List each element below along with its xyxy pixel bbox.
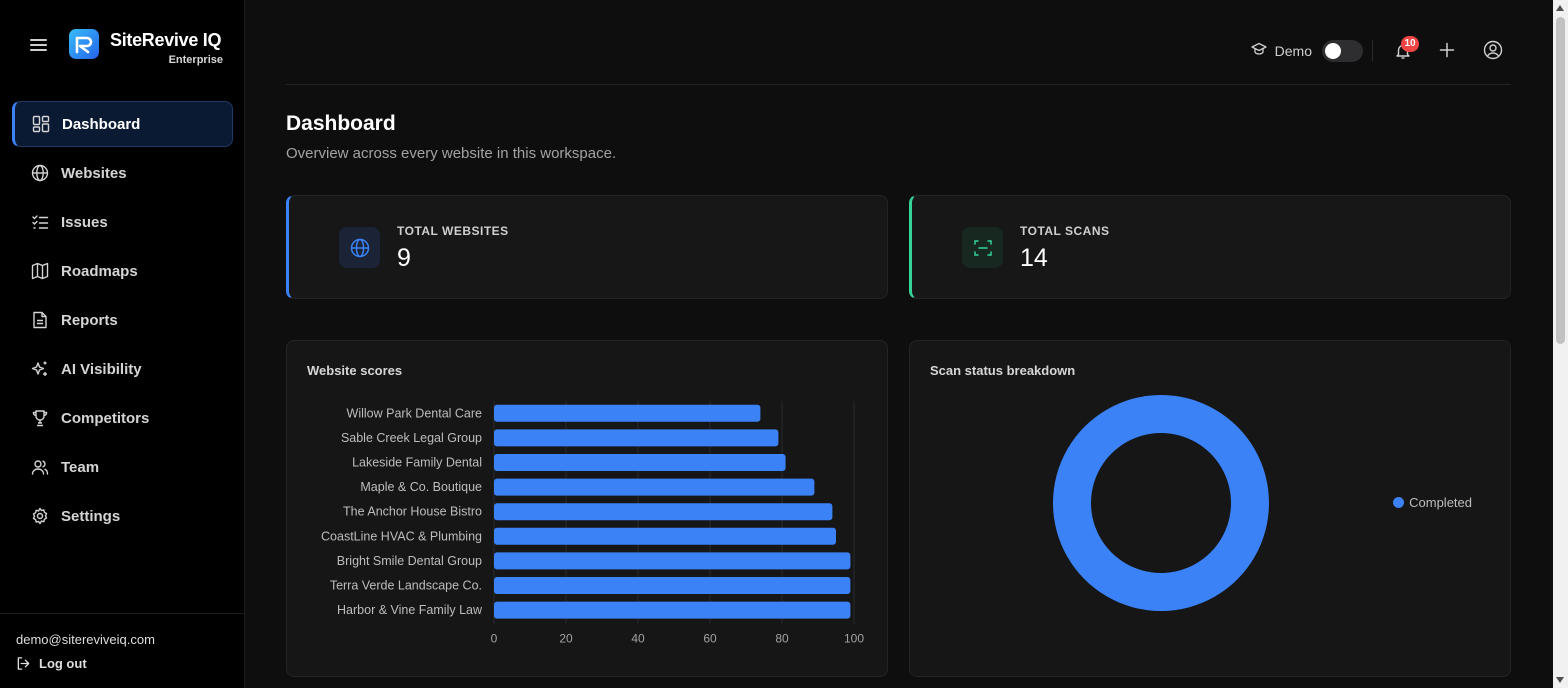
user-account-icon[interactable] [1483,40,1503,60]
legend-swatch [1393,497,1405,508]
sidebar-item-settings[interactable]: Settings [12,493,233,539]
sidebar-item-team[interactable]: Team [12,444,233,490]
stat-card-total-websites: TOTAL WEBSITES 9 [286,195,888,299]
add-icon[interactable] [1438,41,1456,59]
scan-status-chart [1052,395,1269,611]
demo-toggle[interactable] [1322,40,1363,62]
sidebar: SiteRevive IQ Enterprise Dashboard Websi… [0,0,245,688]
trophy-icon [31,409,49,427]
logout-button[interactable]: Log out [16,656,87,671]
brand-header: SiteRevive IQ Enterprise [0,0,245,90]
sidebar-footer: demo@sitereviveiq.com Log out [0,613,245,688]
sidebar-item-websites[interactable]: Websites [12,150,233,196]
x-tick-label: 20 [559,631,573,645]
topbar-divider [1372,40,1373,62]
menu-toggle-icon[interactable] [30,37,48,53]
main-content: Demo 10 Dashboard Overview across every … [245,0,1553,688]
bar [494,577,851,594]
topbar: Demo 10 [286,0,1511,85]
chart-legend: Completed [1393,495,1472,510]
bar [494,454,786,471]
bar [494,478,815,496]
scroll-up-arrow[interactable] [1556,5,1564,11]
scroll-thumb[interactable] [1556,17,1565,344]
page-subtitle: Overview across every website in this wo… [286,145,617,162]
website-scores-chart: 0 20 40 60 80 100 Willow Park Dental Care Sable… [321,401,864,645]
demo-label: Demo [1274,43,1312,59]
sidebar-nav: Dashboard Websites Issues Roadmaps Repor… [12,101,233,542]
sidebar-item-competitors[interactable]: Competitors [12,395,233,441]
stat-card-total-scans: TOTAL SCANS 14 [909,195,1511,299]
sidebar-item-ai-visibility[interactable]: AI Visibility [12,346,233,392]
chart-title: Scan status breakdown [930,363,1076,378]
scroll-down-arrow[interactable] [1556,677,1564,683]
y-tick-label: Willow Park Dental Care [347,406,483,420]
y-tick-label: Maple & Co. Boutique [360,480,482,494]
logout-icon [17,657,30,670]
y-tick-label: Lakeside Family Dental [352,456,482,470]
bar [494,527,836,545]
sidebar-item-label: Dashboard [62,115,141,133]
x-tick-label: 60 [703,631,717,645]
pie-slice [1052,395,1269,611]
y-tick-label: Terra Verde Landscape Co. [330,579,482,593]
page-title: Dashboard [286,112,396,135]
bar [494,601,851,619]
scan-status-card: Scan status breakdown Completed [909,340,1511,677]
sparkles-icon [31,360,49,378]
notification-badge: 10 [1401,36,1419,52]
logout-label: Log out [39,656,87,671]
x-tick-label: 100 [844,631,864,645]
brand-logo [69,29,99,59]
scan-icon [962,227,1003,268]
bar [494,503,833,521]
checklist-icon [31,213,49,231]
chart-title: Website scores [307,363,403,378]
sidebar-item-label: AI Visibility [61,360,142,378]
x-tick-label: 0 [491,631,498,645]
brand-tier: Enterprise [168,54,223,66]
users-icon [31,458,49,476]
toggle-knob [1325,43,1341,59]
page-scrollbar[interactable] [1553,0,1568,688]
stat-label: TOTAL SCANS [1020,224,1110,238]
y-tick-label: Sable Creek Legal Group [341,431,482,445]
sidebar-item-issues[interactable]: Issues [12,199,233,245]
globe-icon [339,227,380,268]
sidebar-item-label: Websites [61,164,127,182]
x-tick-label: 80 [775,631,789,645]
brand-name: SiteRevive IQ [110,30,222,50]
bar [494,404,761,422]
sidebar-item-label: Issues [61,213,108,231]
y-tick-label: Harbor & Vine Family Law [337,603,483,617]
sidebar-item-label: Settings [61,507,121,525]
gear-icon [31,507,49,525]
sidebar-item-dashboard[interactable]: Dashboard [12,101,233,147]
sidebar-item-roadmaps[interactable]: Roadmaps [12,248,233,294]
sidebar-item-reports[interactable]: Reports [12,297,233,343]
stat-value: 14 [1020,244,1048,272]
y-tick-label: Bright Smile Dental Group [337,554,482,568]
document-icon [31,311,49,329]
bar [494,429,779,447]
dashboard-icon [32,115,50,133]
sidebar-item-label: Roadmaps [61,262,138,280]
sidebar-item-label: Reports [61,311,118,329]
stat-label: TOTAL WEBSITES [397,224,509,238]
y-tick-label: The Anchor House Bistro [343,505,482,519]
sidebar-item-label: Team [61,458,100,476]
map-icon [31,262,49,280]
bar [494,552,851,570]
stat-value: 9 [397,244,411,272]
user-email: demo@sitereviveiq.com [16,632,155,647]
globe-icon [31,164,49,182]
graduation-cap-icon [1250,41,1267,62]
demo-mode: Demo [1250,40,1363,62]
y-tick-label: CoastLine HVAC & Plumbing [321,529,482,543]
sidebar-item-label: Competitors [61,409,150,427]
x-tick-label: 40 [631,631,645,645]
legend-label: Completed [1409,495,1472,510]
website-scores-card: Website scores 0 20 40 60 80 100 Willow Park D… [286,340,888,677]
